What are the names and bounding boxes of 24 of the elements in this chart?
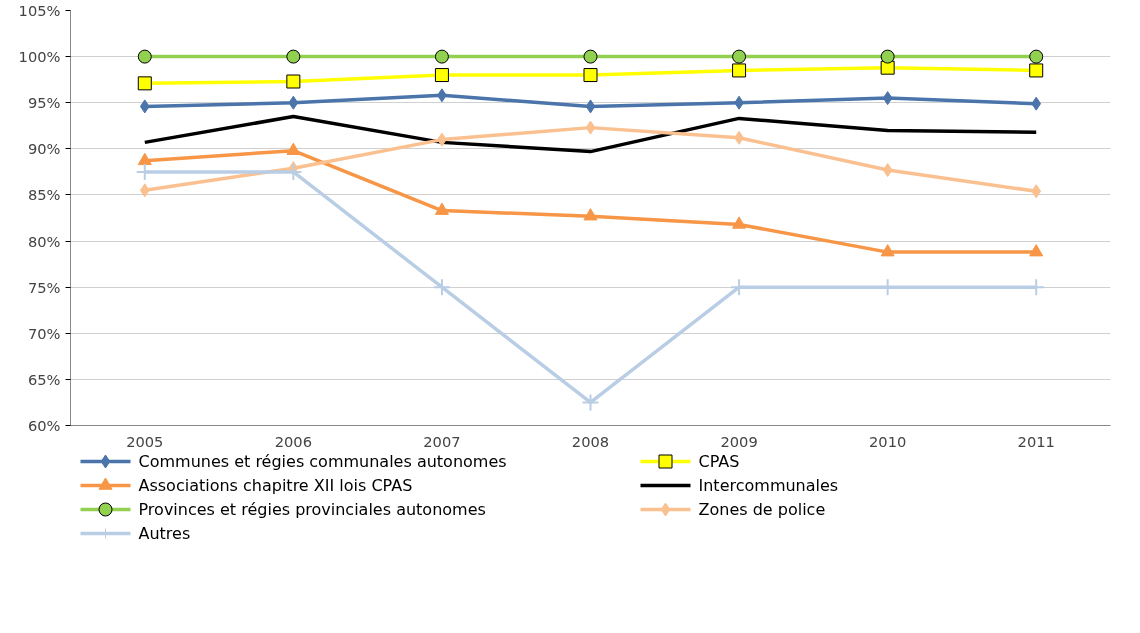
y-tick-label: 105% — [18, 2, 61, 19]
x-tick-label: 2010 — [868, 432, 907, 450]
y-tick-label: 65% — [27, 370, 61, 388]
legend-label: Communes et régies communales autonomes — [138, 452, 507, 471]
x-tick-label: 2008 — [571, 432, 610, 450]
legend-label: Autres — [138, 524, 191, 543]
y-tick-label: 70% — [27, 324, 61, 342]
y-tick-label: 100% — [18, 48, 61, 66]
x-tick-label: 2009 — [720, 432, 758, 450]
y-tick-label: 85% — [27, 186, 61, 204]
y-tick-label: 90% — [27, 140, 61, 158]
y-tick-label: 95% — [27, 94, 61, 112]
legend-label: Intercommunales — [698, 476, 839, 495]
legend-label: CPAS — [698, 452, 740, 471]
x-tick-label: 2006 — [274, 432, 313, 450]
y-tick-label: 80% — [27, 232, 61, 250]
legend-label: Provinces et régies provinciales autonomes — [138, 500, 486, 519]
x-tick-label: 2011 — [1017, 432, 1055, 450]
x-tick-label: 2007 — [423, 432, 461, 450]
y-tick-label: 75% — [27, 278, 61, 296]
x-tick-label: 2005 — [126, 432, 164, 450]
legend-label: Associations chapitre XII lois CPAS — [138, 476, 413, 495]
legend-label: Zones de police — [698, 500, 826, 519]
y-tick-label: 60% — [27, 417, 61, 434]
